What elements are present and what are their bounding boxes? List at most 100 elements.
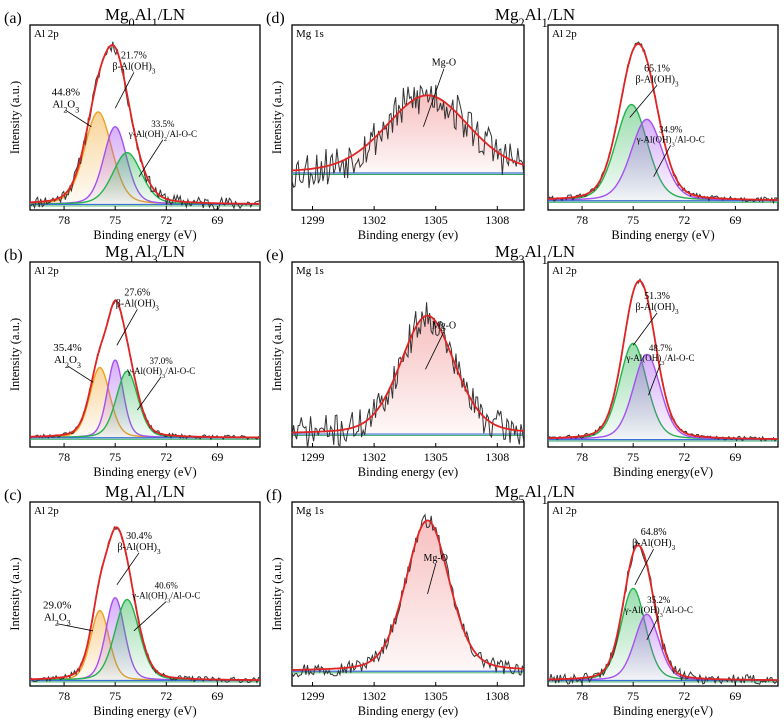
annotation-text: 40.6% [155, 580, 179, 590]
annotation-leader [57, 623, 94, 632]
peak-fill-0 [30, 111, 260, 205]
peak-annotation: 27.6%β-Al(OH)3 [116, 287, 160, 346]
annotation-text: 44.8% [52, 86, 80, 98]
panel-title-c: Mg1Al1/LN [105, 482, 185, 507]
peak-annotation: 33.5%γ-Al(OH)2/Al-O-C [128, 119, 197, 177]
x-tick-label: 1302 [362, 213, 386, 227]
annotation-text: β-Al(OH)3 [116, 298, 160, 312]
chart-d1: 1299 1302 1305 1308 Binding energy (ev) Inten… [266, 10, 525, 242]
spectrum-label: Al 2p [34, 265, 59, 277]
x-tick-label: 72 [160, 450, 172, 464]
y-axis-label: Intensity (a.u.) [270, 557, 284, 630]
annotation-leader [648, 363, 661, 396]
annotation-leader [653, 145, 672, 177]
x-tick-label: 1308 [485, 450, 509, 464]
fit-envelope [30, 44, 260, 205]
x-axis-label: Binding energy(eV) [613, 704, 713, 718]
x-tick-label: 72 [160, 213, 172, 227]
x-tick-label: 78 [576, 213, 588, 227]
peak-fill-0 [292, 520, 524, 672]
raw-spectrum [292, 84, 524, 189]
annotation-text: 65.1% [644, 63, 670, 74]
y-axis-label: Intensity (a.u.) [8, 318, 22, 391]
x-tick-label: 69 [211, 689, 223, 703]
x-tick-label: 69 [211, 450, 223, 464]
panel-title-a: Mg0Al1/LN [105, 5, 185, 30]
spectrum-label: Mg 1s [296, 505, 324, 517]
plot-area [292, 84, 524, 189]
annotation-leader [632, 312, 658, 346]
peak-annotation: 34.9%γ-Al(OH)3/Al-O-C [636, 124, 705, 177]
x-tick-label: 1302 [362, 450, 386, 464]
annotation-text: 34.9% [659, 124, 683, 134]
raw-spectrum [292, 302, 524, 447]
spectrum-label: Al 2p [552, 265, 577, 277]
peak-annotation: 30.4%β-Al(OH)3 [116, 531, 161, 586]
x-tick-label: 78 [576, 450, 588, 464]
y-axis-label: Intensity (a.u.) [270, 318, 284, 391]
annotation-text: Al2O3 [44, 612, 71, 628]
annotation-text: γ-Al(OH)3/Al-O-C [625, 353, 694, 367]
plot-area [30, 525, 260, 684]
annotation-text: 51.3% [644, 291, 670, 302]
chart-d2: 78 75 72 69 Binding energy (eV) Al 2p 65.1%β-A… [547, 24, 779, 242]
x-tick-label: 75 [109, 213, 121, 227]
annotation-leader [133, 601, 167, 632]
x-axis-label: Binding energy (eV) [93, 704, 196, 718]
chart-f2: 78 75 72 69 Binding energy(eV) Al 2p 64.8%β-Al… [547, 501, 779, 718]
annotation-leader [423, 68, 445, 127]
x-axis-label: Binding energy (ev) [358, 704, 458, 718]
spectrum-label: Al 2p [34, 505, 59, 517]
x-axis-label: Binding energy(eV) [613, 465, 713, 479]
x-tick-label: 78 [58, 213, 70, 227]
peak-fill-0 [548, 104, 778, 201]
panel-title-e: Mg3Al1/LN [495, 242, 575, 267]
annotation-text: 30.4% [126, 531, 152, 542]
panel-letter: (b) [4, 247, 23, 264]
peak-annotation: 44.8%Al2O3 [52, 86, 92, 128]
x-tick-label: 78 [58, 689, 70, 703]
peak-fill-2 [30, 599, 260, 681]
annotation-text: γ-Al(OH)3/Al-O-C [624, 605, 693, 619]
annotation-text: 33.5% [151, 119, 175, 129]
fit-envelope [548, 544, 778, 681]
annotation-leader [634, 548, 654, 585]
peak-annotation: Mg-O [425, 321, 456, 370]
plot-area [30, 41, 260, 210]
spectrum-label: Mg 1s [296, 265, 324, 277]
panel-letter: (d) [266, 10, 285, 27]
annotation-text: Al2O3 [54, 354, 81, 370]
annotation-text: Mg-O [432, 58, 456, 69]
y-axis-label: Intensity (a.u.) [8, 81, 22, 154]
annotation-leader [137, 376, 162, 411]
panel-title-b: Mg1Al3/LN [105, 242, 185, 267]
plot-area [30, 298, 260, 441]
peak-annotation: 48.7%γ-Al(OH)3/Al-O-C [625, 343, 695, 396]
plot-area [548, 540, 778, 686]
annotation-text: 27.6% [124, 287, 150, 298]
annotation-leader [65, 109, 92, 128]
peak-fill-2 [30, 152, 260, 205]
x-tick-label: 72 [678, 450, 690, 464]
x-tick-label: 75 [109, 450, 121, 464]
x-tick-label: 1299 [301, 213, 325, 227]
annotation-text: β-Al(OH)3 [635, 74, 679, 88]
panel-title-d: Mg2Al1/LN [495, 5, 575, 30]
chart-f1: 1299 1302 1305 1308 Binding energy (ev) Inten… [266, 487, 525, 718]
panel-letter: (f) [266, 487, 282, 504]
fit-envelope [548, 42, 778, 201]
annotation-text: 35.2% [647, 595, 671, 605]
x-tick-label: 1299 [301, 689, 325, 703]
annotation-leader [114, 72, 135, 109]
annotation-text: 21.7% [121, 50, 147, 61]
annotation-text: β-Al(OH)3 [635, 302, 679, 316]
x-axis-label: Binding energy (eV) [611, 228, 714, 242]
peak-fill-2 [30, 371, 260, 438]
annotation-text: γ-Al(OH)2/Al-O-C [128, 129, 197, 143]
annotation-text: γ-Al(OH)3/Al-O-C [636, 134, 705, 148]
y-axis-label: Intensity (a.u.) [270, 81, 284, 154]
x-tick-label: 72 [160, 689, 172, 703]
annotation-text: Al2O3 [52, 98, 79, 114]
x-tick-label: 69 [729, 450, 741, 464]
annotation-text: Mg-O [423, 553, 447, 564]
